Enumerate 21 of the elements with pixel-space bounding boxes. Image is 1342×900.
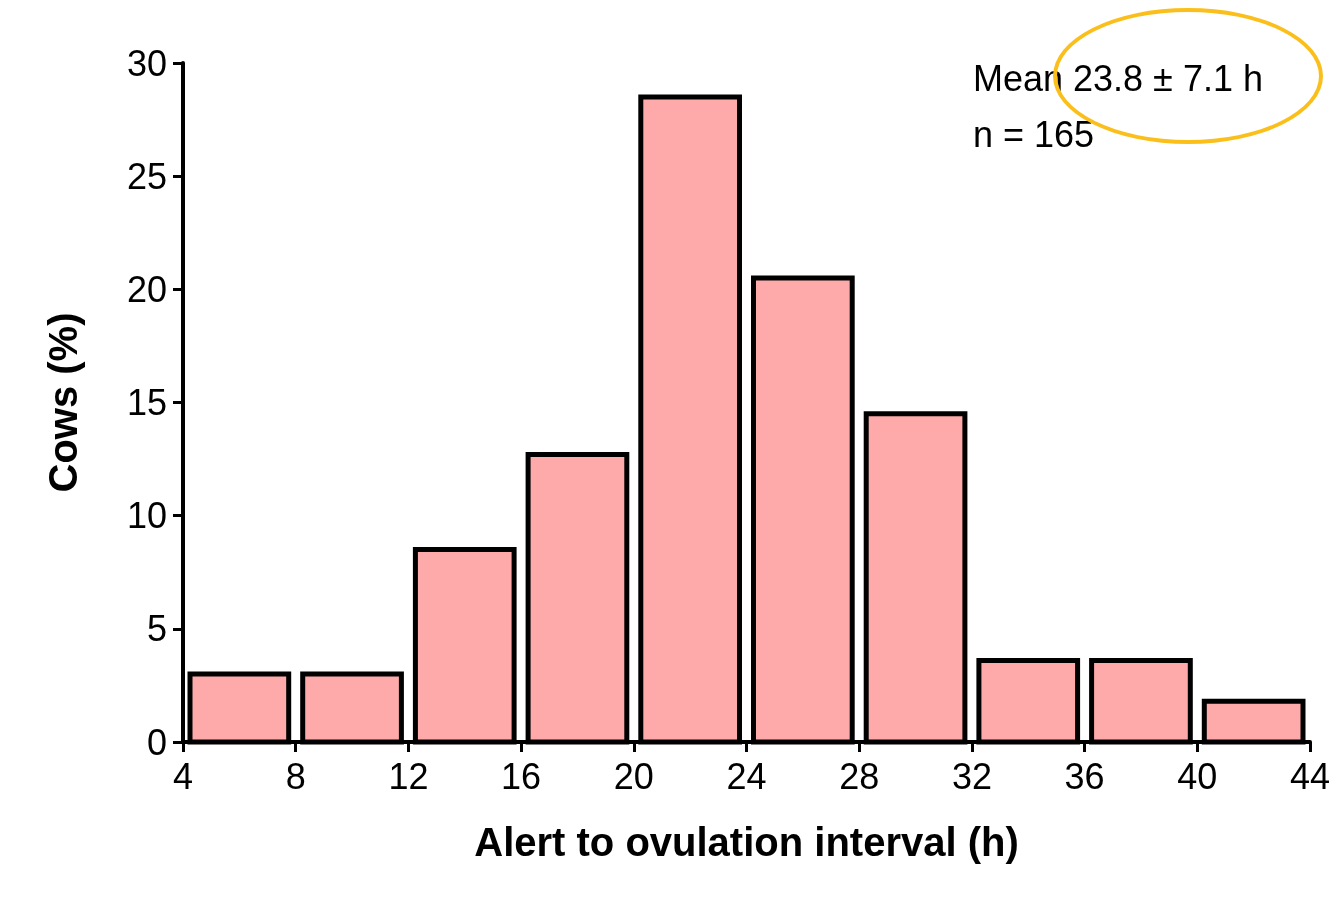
y-tick-label: 5 [146,608,167,650]
x-tick-label: 24 [726,755,767,797]
x-tick-label: 32 [951,755,992,797]
y-axis-title: Cows (%) [41,312,85,493]
x-tick-label: 40 [1177,755,1218,797]
y-tick-label: 10 [126,495,167,537]
annotation: n = 165 [973,113,1095,155]
x-tick-label: 16 [501,755,542,797]
y-tick-label: 15 [126,382,167,423]
x-tick-label: 28 [839,755,880,797]
y-tick-label: 30 [126,42,167,84]
x-tick-label: 20 [613,755,654,797]
x-tick-label: 8 [285,755,306,797]
y-tick-label: 20 [126,268,167,310]
x-tick-label: 36 [1064,755,1105,797]
y-tick-label: 0 [146,721,167,763]
x-tick-label: 12 [388,755,429,797]
x-tick-label: 44 [1289,755,1331,797]
x-axis-title: Alert to ovulation interval (h) [474,820,1019,864]
y-tick-label: 25 [126,155,167,197]
x-tick-label: 4 [172,755,194,797]
